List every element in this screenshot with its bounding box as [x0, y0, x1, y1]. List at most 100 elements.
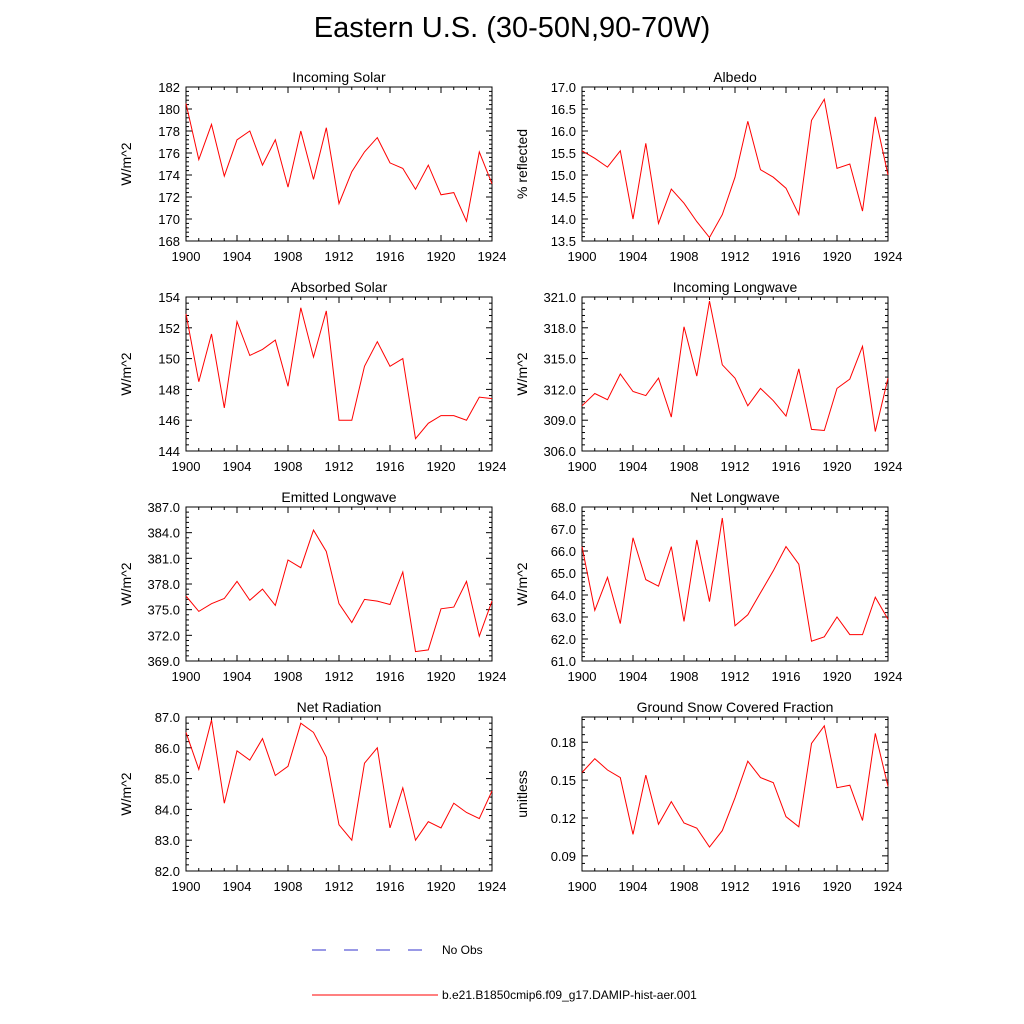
y-tick-label: 62.0	[551, 632, 576, 647]
y-tick-label: 306.0	[543, 444, 576, 459]
y-tick-label: 387.0	[147, 500, 180, 515]
x-tick-label: 1912	[721, 669, 750, 684]
panel-net-longwave: Net Longwave W/m^2 1900 1904 1908 1912 1916 192…	[514, 489, 902, 684]
x-tick-label: 1920	[427, 249, 456, 264]
y-tick-label: 66.0	[551, 544, 576, 559]
y-tick-label: 0.18	[551, 735, 576, 750]
plot-frame	[185, 296, 493, 452]
panel-incoming-longwave: Incoming Longwave W/m^2 1900 1904 1908 1912 19…	[514, 279, 902, 474]
x-tick-label: 1920	[823, 459, 852, 474]
panel-title: Incoming Solar	[292, 69, 386, 85]
x-tick-label: 1900	[172, 669, 201, 684]
legend-label-model-run: b.e21.B1850cmip6.f09_g17.DAMIP-hist-aer.…	[442, 988, 697, 1002]
plot-frame	[581, 86, 889, 242]
y-tick-label: 85.0	[155, 772, 180, 787]
y-tick-label: 154	[158, 290, 180, 305]
y-tick-label: 168	[158, 234, 180, 249]
y-axis-label: W/m^2	[118, 772, 134, 815]
y-tick-label: 15.5	[551, 146, 576, 161]
x-tick-label: 1900	[568, 459, 597, 474]
x-tick-label: 1904	[619, 669, 648, 684]
panel-title: Net Longwave	[690, 489, 780, 505]
y-tick-label: 65.0	[551, 566, 576, 581]
x-tick-label: 1912	[325, 459, 354, 474]
x-tick-label: 1916	[772, 459, 801, 474]
x-tick-label: 1904	[223, 459, 252, 474]
x-tick-label: 1916	[772, 249, 801, 264]
panel-albedo: Albedo % reflected 1900 1904 1908 1912 1916 192…	[514, 69, 902, 264]
y-tick-label: 61.0	[551, 654, 576, 669]
series-line-ground-snow-covered-fraction	[581, 724, 889, 848]
y-axis-label: W/m^2	[118, 562, 134, 605]
series-line-incoming-longwave	[581, 301, 889, 432]
x-tick-label: 1908	[670, 669, 699, 684]
y-tick-label: 15.0	[551, 168, 576, 183]
plot-frame	[185, 506, 493, 662]
panel-net-radiation: Net Radiation W/m^2 1900 1904 1908 1912 1916 19…	[118, 699, 506, 894]
y-axis-label: % reflected	[514, 129, 530, 199]
series-line-net-longwave	[581, 517, 889, 642]
x-tick-label: 1904	[619, 249, 648, 264]
y-tick-label: 321.0	[543, 290, 576, 305]
x-tick-label: 1908	[274, 459, 303, 474]
x-tick-label: 1900	[172, 459, 201, 474]
panel-ground-snow-covered-fraction: Ground Snow Covered Fraction unitless 1900…	[514, 699, 902, 894]
y-tick-label: 178	[158, 124, 180, 139]
y-tick-label: 378.0	[147, 577, 180, 592]
x-tick-label: 1924	[478, 669, 507, 684]
y-tick-label: 172	[158, 190, 180, 205]
x-tick-label: 1912	[325, 879, 354, 894]
x-tick-label: 1912	[721, 879, 750, 894]
panel-title: Absorbed Solar	[291, 279, 388, 295]
x-tick-label: 1916	[376, 669, 405, 684]
y-tick-label: 312.0	[543, 382, 576, 397]
y-tick-label: 14.5	[551, 190, 576, 205]
y-tick-label: 152	[158, 321, 180, 336]
panel-absorbed-solar: Absorbed Solar W/m^2 1900 1904 1908 1912 1916 1…	[118, 279, 506, 474]
x-tick-label: 1924	[478, 249, 507, 264]
y-tick-label: 67.0	[551, 522, 576, 537]
y-tick-label: 146	[158, 413, 180, 428]
x-tick-label: 1916	[772, 669, 801, 684]
y-tick-label: 17.0	[551, 80, 576, 95]
y-tick-label: 176	[158, 146, 180, 161]
x-tick-label: 1900	[568, 879, 597, 894]
y-tick-label: 372.0	[147, 628, 180, 643]
x-tick-label: 1924	[478, 459, 507, 474]
x-tick-label: 1920	[823, 249, 852, 264]
plot-frame	[581, 296, 889, 452]
x-tick-label: 1920	[823, 879, 852, 894]
x-tick-label: 1900	[568, 669, 597, 684]
y-tick-label: 381.0	[147, 551, 180, 566]
y-tick-label: 174	[158, 168, 180, 183]
plot-frame	[185, 86, 493, 242]
y-tick-label: 315.0	[543, 352, 576, 367]
x-tick-label: 1904	[223, 249, 252, 264]
x-tick-label: 1912	[721, 459, 750, 474]
x-tick-label: 1900	[172, 249, 201, 264]
y-tick-label: 369.0	[147, 654, 180, 669]
y-tick-label: 68.0	[551, 500, 576, 515]
x-tick-label: 1908	[274, 249, 303, 264]
y-tick-label: 150	[158, 352, 180, 367]
y-tick-label: 170	[158, 212, 180, 227]
panel-title: Albedo	[713, 69, 757, 85]
y-axis-label: unitless	[514, 770, 530, 817]
x-tick-label: 1900	[172, 879, 201, 894]
y-tick-label: 14.0	[551, 212, 576, 227]
panel-incoming-solar: Incoming Solar W/m^2 1900 1904 1908 1912 1916 1…	[118, 69, 506, 264]
x-tick-label: 1908	[274, 879, 303, 894]
plot-frame	[581, 506, 889, 662]
y-tick-label: 83.0	[155, 833, 180, 848]
x-tick-label: 1912	[325, 249, 354, 264]
x-tick-label: 1912	[325, 669, 354, 684]
panel-title: Incoming Longwave	[673, 279, 798, 295]
y-tick-label: 182	[158, 80, 180, 95]
x-tick-label: 1920	[427, 459, 456, 474]
y-tick-label: 64.0	[551, 588, 576, 603]
y-axis-label: W/m^2	[118, 142, 134, 185]
plot-frame	[185, 716, 493, 872]
y-tick-label: 148	[158, 382, 180, 397]
x-tick-label: 1912	[721, 249, 750, 264]
